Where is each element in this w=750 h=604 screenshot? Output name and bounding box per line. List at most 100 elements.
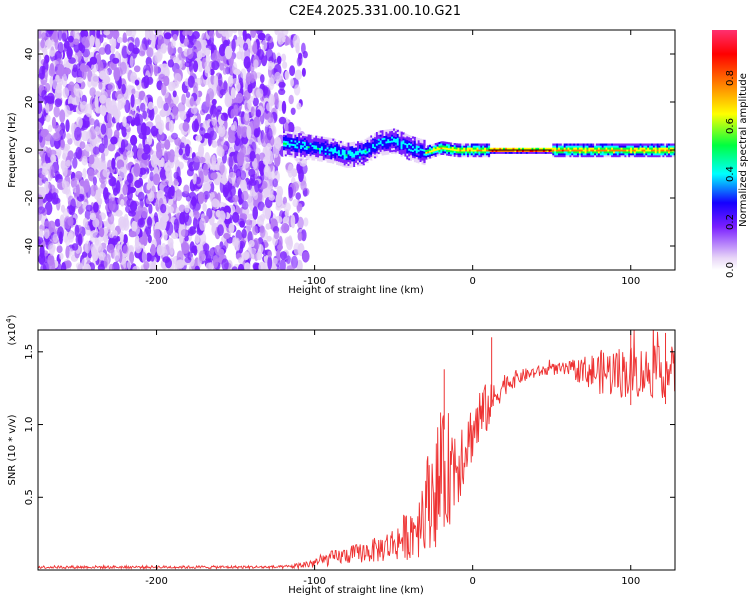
spectrogram-cell xyxy=(49,244,55,256)
spectrogram-cell xyxy=(185,91,191,98)
spectrogram-cell xyxy=(104,44,112,55)
spectrogram-cell xyxy=(651,155,654,158)
y-tick-label: -40 xyxy=(24,238,35,254)
spectrogram-cell xyxy=(302,50,308,59)
spectrogram-cell xyxy=(398,151,401,154)
spectrogram-cell xyxy=(113,129,120,139)
spectrogram-cell xyxy=(518,147,521,150)
spectrogram-cell xyxy=(156,190,165,201)
spectrogram-cell xyxy=(582,143,585,146)
spectrogram-cell xyxy=(611,153,614,156)
spectrogram-cell xyxy=(575,149,578,152)
y-tick-label: 20 xyxy=(24,96,35,109)
spectrogram-cell xyxy=(656,147,659,150)
spectrogram-cell xyxy=(408,136,411,140)
spectrogram-cell xyxy=(493,147,496,150)
spectrogram-cell xyxy=(320,138,324,141)
spectrogram-cell xyxy=(82,217,88,228)
spectrogram-cell xyxy=(645,151,648,154)
spectrogram-cell xyxy=(99,90,108,101)
spectrogram-cell xyxy=(288,147,291,150)
spectrogram-cell xyxy=(654,151,657,154)
figure-title: C2E4.2025.331.00.10.G21 xyxy=(289,4,461,19)
spectrogram-cell xyxy=(381,137,384,141)
spectrogram-cell xyxy=(332,150,335,153)
spectrogram-cell xyxy=(476,153,479,156)
spectrogram-cell xyxy=(317,157,320,160)
spectrogram-cell xyxy=(389,150,392,153)
spectrogram-cell xyxy=(303,217,309,227)
spectrogram-cell xyxy=(651,149,654,152)
spectrogram-cell xyxy=(419,148,422,151)
spectrogram-cell xyxy=(463,151,466,154)
spectrogram-cell xyxy=(330,151,333,154)
spectrogram-cell xyxy=(664,151,667,154)
spectrogram-cell xyxy=(580,149,583,152)
spectrogram-cell xyxy=(605,149,608,152)
spectrogram-cell xyxy=(368,148,371,151)
spectrogram-cell xyxy=(94,126,101,136)
spectrogram-cell xyxy=(343,155,346,158)
spectrogram-cell xyxy=(649,155,652,158)
spectrogram-cell xyxy=(257,32,266,41)
spectrogram-cell xyxy=(614,147,618,150)
spectrogram-cell xyxy=(52,30,59,43)
spectrogram-cell xyxy=(402,136,405,139)
spectrogram-cell xyxy=(421,150,424,153)
spectrogram-cell xyxy=(385,143,388,146)
spectrogram-cell xyxy=(658,143,661,146)
spectrogram-cell xyxy=(671,147,674,150)
spectrogram-cell xyxy=(461,147,464,150)
spectrogram-cell xyxy=(404,146,407,149)
spectrogram-cell xyxy=(240,68,247,79)
spectrogram-cell xyxy=(578,143,582,146)
spectrogram-cell xyxy=(309,148,312,151)
spectrogram-cell xyxy=(249,95,254,103)
spectrogram-cell xyxy=(423,151,426,154)
spectrogram-cell xyxy=(339,160,343,163)
spectrogram-cell xyxy=(212,255,219,268)
spectrogram-cell xyxy=(345,165,348,168)
spectrogram-cell xyxy=(128,42,135,52)
spectrogram-cell xyxy=(286,142,289,146)
spectrogram-cell xyxy=(277,137,282,151)
spectrogram-cell xyxy=(417,143,420,147)
spectrogram-cell xyxy=(467,149,470,152)
spectrogram-cell xyxy=(556,155,559,158)
spectrogram-cell xyxy=(52,79,58,90)
spectrogram-cell xyxy=(630,143,633,146)
spectrogram-cell xyxy=(315,149,318,152)
spectrogram-cell xyxy=(284,142,288,145)
spectrogram-cell xyxy=(455,151,458,154)
spectrogram-cell xyxy=(336,162,339,165)
spectrogram-cell xyxy=(44,180,50,194)
spectrogram-cell xyxy=(468,147,472,150)
spectrogram-cell xyxy=(156,48,163,62)
spectrogram-cell xyxy=(588,147,591,150)
spectrogram-cell xyxy=(246,180,253,191)
spectrogram-cell xyxy=(529,151,532,154)
spectrogram-cell xyxy=(603,149,606,152)
spectrogram-cell xyxy=(136,113,143,126)
spectrogram-cell xyxy=(569,151,572,154)
spectrogram-cell xyxy=(113,249,121,262)
spectrogram-cell xyxy=(374,150,377,153)
spectrogram-cell xyxy=(413,148,417,151)
spectrogram-cell xyxy=(372,136,375,139)
spectrogram-cell xyxy=(383,133,386,136)
spectrogram-cell xyxy=(374,148,377,151)
spectrogram-cell xyxy=(362,147,365,150)
spectrogram-cell xyxy=(410,135,413,138)
spectrogram-cell xyxy=(351,153,354,156)
spectrogram-cell xyxy=(522,149,525,152)
spectrogram-cell xyxy=(292,151,295,154)
spectrogram-cell xyxy=(98,47,106,55)
spectrogram-cell xyxy=(205,54,211,64)
spectrogram-cell xyxy=(412,146,415,149)
spectrogram-cell xyxy=(233,68,241,76)
spectrogram-cell xyxy=(669,151,673,154)
spectrogram-cell xyxy=(297,231,303,242)
spectrogram-cell xyxy=(60,204,66,213)
spectrogram-cell xyxy=(70,177,78,189)
spectrogram-cell xyxy=(412,136,415,139)
